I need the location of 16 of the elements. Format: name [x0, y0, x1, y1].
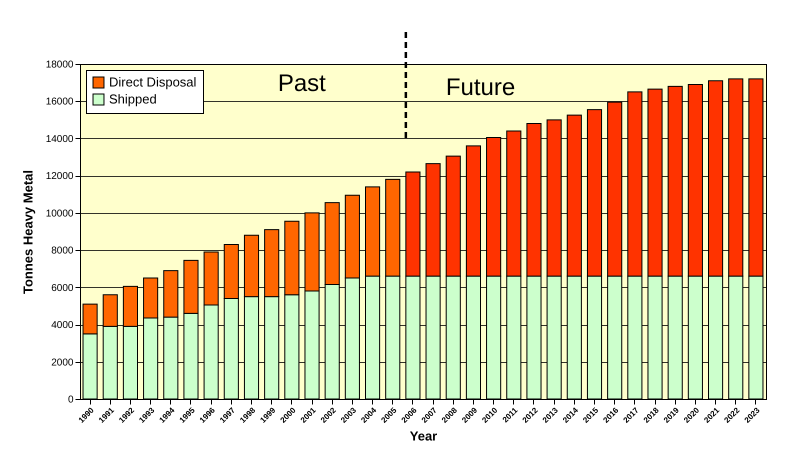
annotation: Past: [278, 70, 326, 97]
x-axis-title: Year: [410, 428, 438, 444]
y-tick-label: 0: [68, 394, 74, 406]
y-tick-label: 8000: [51, 246, 74, 257]
y-axis-title: Tonnes Heavy Metal: [20, 170, 36, 294]
y-tick-label: 4000: [51, 320, 74, 332]
y-tick-label: 18000: [46, 60, 74, 70]
y-tick-label: 6000: [51, 282, 74, 294]
legend-label: Direct Disposal: [109, 74, 197, 90]
y-tick-label: 16000: [46, 96, 74, 108]
legend-label: Shipped: [109, 92, 157, 106]
annotation: Future: [446, 74, 516, 101]
y-tick-label: 14000: [46, 134, 74, 145]
y-tick-label: 2000: [51, 357, 74, 368]
y-tick-label: 10000: [46, 208, 74, 220]
y-tick-label: 12000: [46, 171, 74, 182]
